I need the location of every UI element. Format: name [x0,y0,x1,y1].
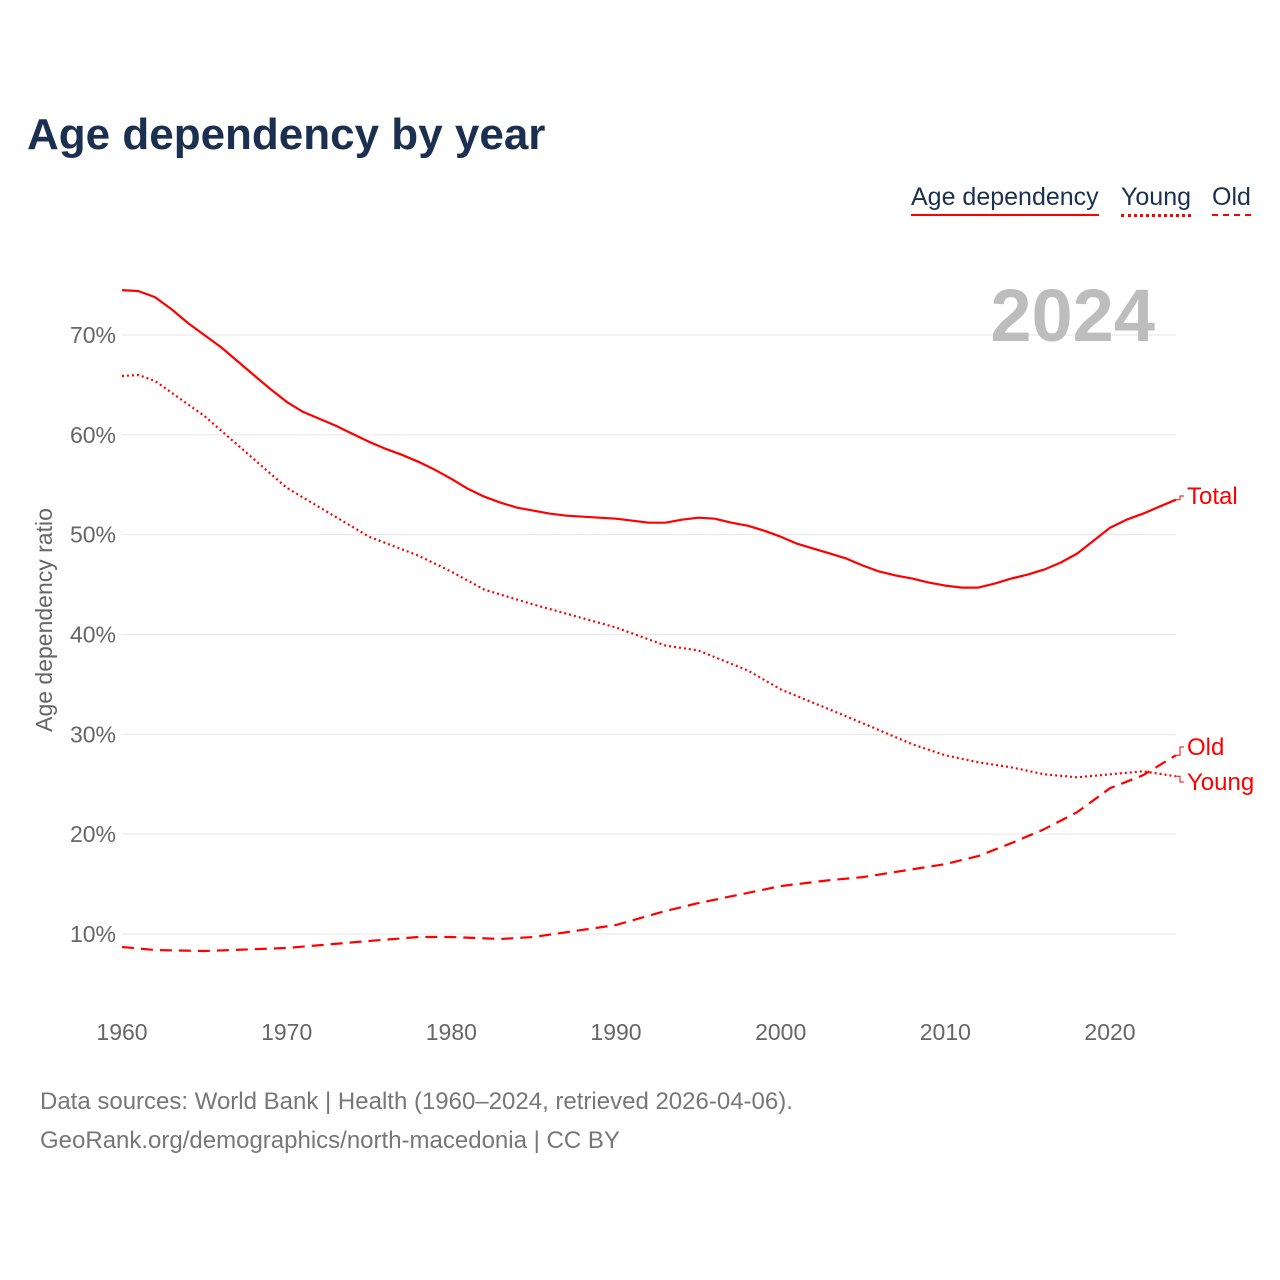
series-line-old [121,754,1177,953]
legend-item-old[interactable]: Old [1212,183,1251,216]
x-tick-label: 1970 [261,1019,312,1045]
legend-item-age-dependency[interactable]: Age dependency [911,183,1099,216]
series-line-young [121,373,1177,779]
y-tick-label: 60% [70,422,116,448]
series-end-label: Young [1187,769,1254,796]
series-end-label: Old [1187,734,1224,761]
series-line-total [121,289,1177,589]
y-tick-label: 40% [70,622,116,648]
footer-credit: GeoRank.org/demographics/north-macedonia… [40,1127,620,1154]
x-tick-label: 2010 [920,1019,971,1045]
x-tick-label: 1980 [426,1019,477,1045]
label-connector [1175,495,1184,501]
footer-sources: Data sources: World Bank | Health (1960–… [40,1088,793,1115]
y-tick-label: 20% [70,821,116,847]
year-watermark: 2024 [990,274,1155,357]
x-tick-label: 1960 [96,1019,147,1045]
chart-title: Age dependency by year [27,110,546,159]
x-tick-label: 2000 [755,1019,806,1045]
x-tick-label: 2020 [1084,1019,1135,1045]
series-end-label: Total [1187,483,1238,510]
legend-item-young[interactable]: Young [1121,183,1191,217]
label-connector [1175,775,1184,783]
y-axis-label: Age dependency ratio [31,508,57,732]
y-tick-label: 70% [70,322,116,348]
y-tick-label: 30% [70,721,116,747]
y-tick-label: 50% [70,522,116,548]
label-connector [1175,746,1184,756]
x-tick-label: 1990 [590,1019,641,1045]
y-tick-label: 10% [70,921,116,947]
